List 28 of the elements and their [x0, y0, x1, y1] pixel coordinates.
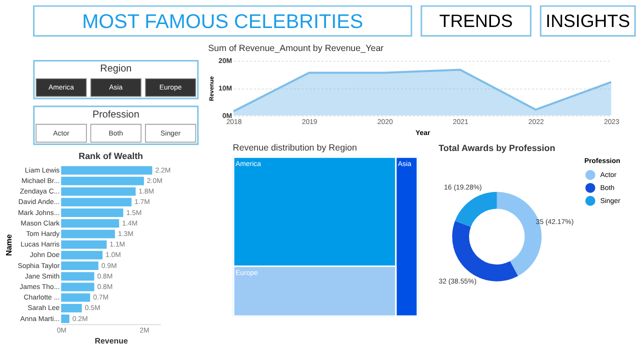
bar — [61, 198, 132, 206]
y-axis-title: Name — [4, 234, 14, 256]
bar — [61, 176, 144, 186]
donut-slice — [455, 192, 497, 227]
x-axis-title: Revenue — [94, 336, 128, 346]
text: Profession — [92, 109, 140, 120]
bar — [61, 219, 120, 228]
bar — [61, 314, 70, 324]
chart-title: Sum of Revenue_Amount by Revenue_Year — [208, 42, 384, 53]
text: Revenue distribution by Region — [232, 142, 358, 152]
chart-title: Rank of Wealth — [78, 151, 144, 162]
bar — [61, 282, 94, 292]
bar — [61, 304, 82, 312]
text: TRENDS — [439, 10, 513, 31]
text: INSIGHTS — [546, 10, 630, 31]
bar — [61, 187, 136, 196]
chart-title: Total Awards by Profession — [438, 143, 556, 154]
bar — [61, 262, 98, 270]
bar — [61, 250, 103, 260]
text: Region — [100, 64, 132, 75]
bar — [61, 166, 152, 175]
text: MOST FAMOUS CELEBRITIES — [82, 10, 364, 33]
donut-slice — [496, 192, 542, 276]
bar — [61, 272, 94, 281]
bar — [61, 230, 115, 238]
bar — [61, 208, 124, 218]
bar — [61, 293, 90, 302]
bar — [61, 240, 107, 249]
